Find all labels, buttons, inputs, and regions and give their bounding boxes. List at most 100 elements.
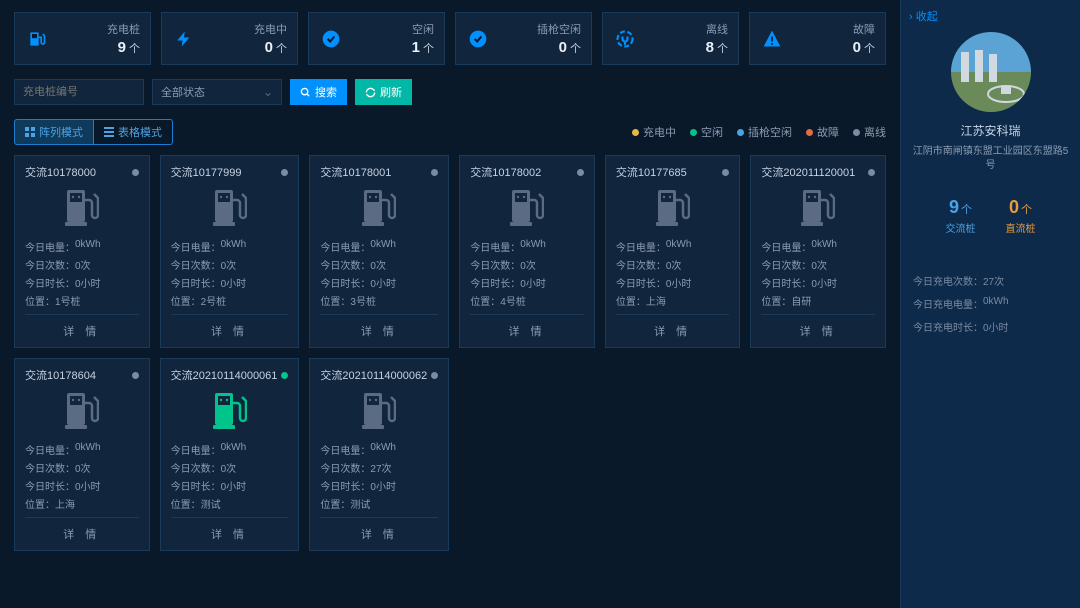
ac-count-label: 交流桩 (946, 220, 976, 235)
charger-card: 交流202011120001 今日电量0kWh 今日次数0次 今日时长0小时 位… (750, 155, 886, 348)
table-mode-button[interactable]: 表格模式 (93, 119, 173, 145)
detail-button[interactable]: 详 情 (470, 314, 584, 347)
count-label: 今日次数 (171, 257, 221, 272)
dc-count: 0个 直流桩 (1006, 197, 1036, 235)
search-button[interactable]: 搜索 (290, 79, 347, 105)
duration-label: 今日时长 (761, 275, 811, 290)
mode-legend-row: 阵列模式 表格模式 充电中空闲插枪空闲故障离线 (14, 119, 886, 145)
pile-counts: 9个 交流桩 0个 直流桩 (946, 197, 1036, 235)
energy-label: 今日电量 (616, 239, 666, 254)
energy-value: 0kWh (520, 239, 546, 254)
duration-value: 0小时 (520, 275, 546, 290)
position-label: 位置 (25, 293, 55, 308)
position-value: 3号桩 (350, 293, 376, 308)
sidebar-stats: 今日充电次数27次今日充电电量0kWh今日充电时长0小时 (909, 265, 1072, 342)
count-label: 今日次数 (470, 257, 520, 272)
position-value: 2号桩 (201, 293, 227, 308)
sidebar-stat-value: 0小时 (983, 319, 1009, 334)
energy-label: 今日电量 (171, 239, 221, 254)
stat-box: 故障 0 个 (749, 12, 886, 65)
pump-icon (761, 186, 875, 229)
position-label: 位置 (761, 293, 791, 308)
detail-button[interactable]: 详 情 (320, 314, 438, 347)
pump-icon (25, 27, 49, 51)
ac-count: 9个 交流桩 (946, 197, 976, 235)
detail-button[interactable]: 详 情 (320, 517, 438, 550)
sidebar: › 收起 江苏安科瑞 江阴市南闸镇东盟工业园区东盟路5号 9个 交流桩 0个 直… (900, 0, 1080, 608)
legend-label: 空闲 (701, 124, 723, 140)
energy-label: 今日电量 (470, 239, 520, 254)
legend-label: 充电中 (643, 124, 676, 140)
duration-label: 今日时长 (171, 275, 221, 290)
status-dot-icon (281, 372, 288, 379)
sidebar-stat-value: 0kWh (983, 296, 1009, 311)
duration-label: 今日时长 (320, 275, 370, 290)
detail-button[interactable]: 详 情 (171, 314, 289, 347)
pump-icon (616, 186, 730, 229)
detail-button[interactable]: 详 情 (616, 314, 730, 347)
table-mode-label: 表格模式 (118, 124, 162, 140)
sidebar-stat-label: 今日充电时长 (913, 319, 983, 334)
refresh-button[interactable]: 刷新 (355, 79, 412, 105)
card-title: 交流10177685 (616, 164, 687, 180)
dc-count-unit: 个 (1021, 204, 1032, 216)
dc-count-value: 0 (1009, 197, 1019, 217)
stat-label: 空闲 (349, 21, 434, 37)
duration-label: 今日时长 (25, 478, 75, 493)
pump-icon (171, 186, 289, 229)
pump-icon (320, 186, 438, 229)
stat-label: 充电中 (202, 21, 287, 37)
detail-button[interactable]: 详 情 (171, 517, 289, 550)
status-select[interactable]: 全部状态 (152, 79, 282, 105)
legend-item: 空闲 (690, 124, 723, 140)
position-label: 位置 (320, 496, 350, 511)
position-value: 测试 (350, 496, 370, 511)
detail-button[interactable]: 详 情 (25, 517, 139, 550)
energy-label: 今日电量 (171, 442, 221, 457)
detail-button[interactable]: 详 情 (25, 314, 139, 347)
count-label: 今日次数 (171, 460, 221, 475)
status-dot-icon (868, 169, 875, 176)
duration-label: 今日时长 (171, 478, 221, 493)
stat-value: 1 个 (349, 39, 434, 56)
count-value: 0次 (666, 257, 682, 272)
duration-label: 今日时长 (25, 275, 75, 290)
duration-value: 0小时 (75, 478, 101, 493)
legend-label: 故障 (817, 124, 839, 140)
stat-label: 故障 (790, 21, 875, 37)
filter-row: 全部状态 搜索 刷新 (14, 79, 886, 105)
stat-value: 0 个 (202, 39, 287, 56)
collapse-button[interactable]: › 收起 (909, 8, 938, 24)
status-dot-icon (806, 129, 813, 136)
card-title: 交流20210114000061 (171, 367, 278, 383)
duration-value: 0小时 (221, 275, 247, 290)
stat-label: 插枪空闲 (496, 21, 581, 37)
stat-value: 0 个 (790, 39, 875, 56)
charger-card: 交流10177999 今日电量0kWh 今日次数0次 今日时长0小时 位置2号桩… (160, 155, 300, 348)
pump-icon (171, 389, 289, 432)
legend-label: 插枪空闲 (748, 124, 792, 140)
duration-value: 0小时 (666, 275, 692, 290)
array-mode-button[interactable]: 阵列模式 (14, 119, 93, 145)
energy-value: 0kWh (666, 239, 692, 254)
charger-id-input[interactable] (14, 79, 144, 105)
card-title: 交流10178001 (320, 164, 391, 180)
search-button-label: 搜索 (315, 84, 337, 100)
count-value: 0次 (221, 257, 237, 272)
refresh-icon (365, 87, 376, 98)
pump-icon (470, 186, 584, 229)
energy-label: 今日电量 (25, 442, 75, 457)
position-value: 上海 (646, 293, 666, 308)
energy-label: 今日电量 (320, 442, 370, 457)
count-value: 27次 (370, 460, 391, 475)
list-icon (104, 127, 114, 137)
charger-card: 交流20210114000062 今日电量0kWh 今日次数27次 今日时长0小… (309, 358, 449, 551)
stat-box: 插枪空闲 0 个 (455, 12, 592, 65)
check-icon (466, 27, 490, 51)
station-avatar (951, 32, 1031, 112)
count-value: 0次 (370, 257, 386, 272)
energy-label: 今日电量 (320, 239, 370, 254)
detail-button[interactable]: 详 情 (761, 314, 875, 347)
duration-value: 0小时 (75, 275, 101, 290)
grid-icon (25, 127, 35, 137)
